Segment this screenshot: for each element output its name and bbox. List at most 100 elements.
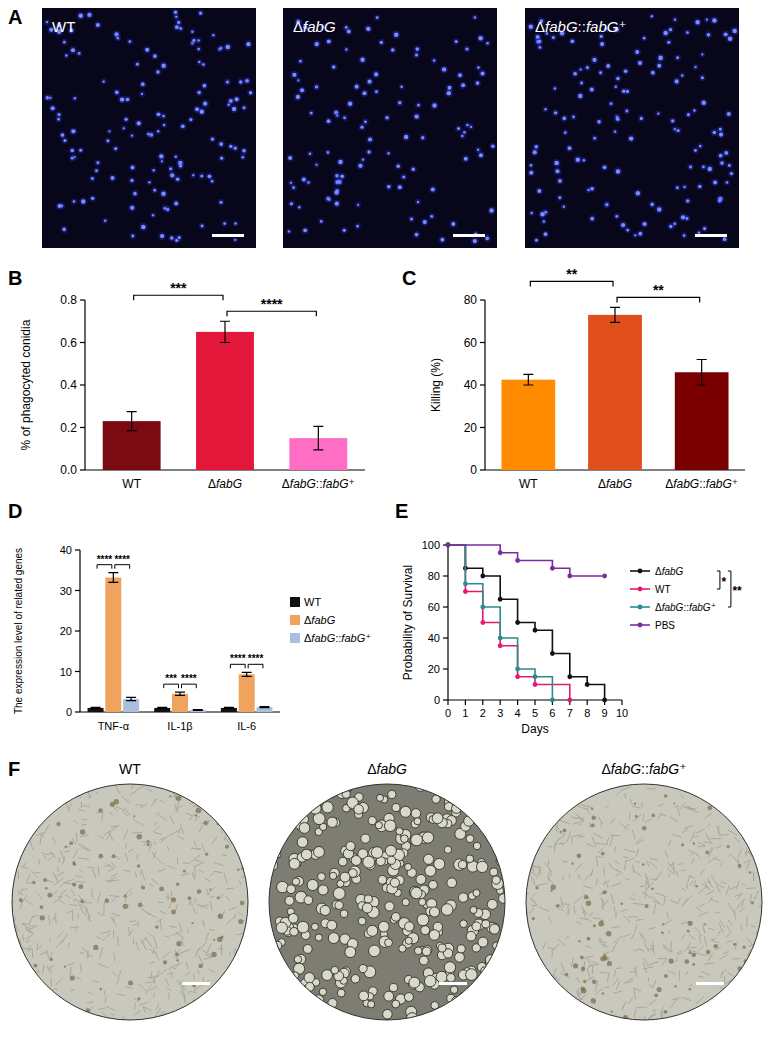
- conidium: [96, 161, 99, 164]
- conidium: [358, 164, 362, 168]
- cell-fiber: [106, 833, 110, 840]
- glow: [614, 167, 622, 175]
- cell: [371, 847, 383, 859]
- x-tick-label: ΔfabG::fabG⁺: [282, 477, 355, 491]
- glow: [334, 113, 340, 119]
- glow: [408, 216, 415, 223]
- cell-fiber: [247, 840, 252, 842]
- conidium: [698, 232, 700, 234]
- debris: [93, 945, 98, 950]
- conidium: [651, 71, 655, 75]
- conidium: [400, 85, 403, 88]
- y-axis-title: Killing (%): [429, 358, 443, 412]
- y-tick-label: 0.8: [60, 293, 77, 307]
- cell: [466, 835, 474, 843]
- glow: [541, 218, 547, 224]
- conidium: [335, 174, 339, 178]
- cell-fiber: [87, 1001, 94, 1003]
- cell: [457, 945, 465, 953]
- cell: [272, 827, 282, 837]
- glow: [679, 72, 685, 78]
- cell-fiber: [65, 883, 73, 885]
- x-tick: [482, 700, 483, 705]
- glow: [728, 170, 735, 177]
- cell-fiber: [124, 895, 126, 903]
- conidium: [49, 97, 51, 99]
- conidium: [683, 234, 686, 237]
- debris: [198, 964, 203, 969]
- conidium: [169, 167, 172, 170]
- panel-letter: D: [8, 500, 22, 522]
- glow: [684, 29, 690, 35]
- cell-fiber: [48, 803, 53, 811]
- glow: [603, 201, 610, 208]
- conidium: [410, 217, 413, 220]
- cell: [498, 789, 509, 800]
- point: [533, 628, 538, 633]
- cell-fiber: [46, 811, 48, 815]
- conidium: [583, 159, 586, 162]
- bar: [105, 578, 121, 712]
- x-tick-label: 2: [480, 707, 486, 719]
- legend-label: ΔfabG: [304, 614, 336, 626]
- glow: [459, 133, 465, 139]
- glow: [359, 124, 366, 131]
- cell: [265, 983, 276, 994]
- cell-fiber: [213, 871, 221, 872]
- conidium: [730, 172, 733, 175]
- glow: [542, 106, 548, 112]
- cell-fiber: [71, 1015, 81, 1017]
- conidium: [367, 150, 370, 153]
- conidium: [719, 128, 722, 131]
- cell-fiber: [70, 967, 71, 976]
- glow: [232, 237, 238, 243]
- conidium: [634, 234, 636, 236]
- conidium: [415, 53, 418, 56]
- conidium: [667, 41, 670, 44]
- cell-fiber: [226, 896, 230, 900]
- cell-fiber: [167, 988, 171, 990]
- glow: [139, 223, 147, 231]
- cell-fiber: [133, 924, 138, 925]
- x-tick-label: IL-1β: [167, 720, 192, 732]
- conidium: [643, 37, 646, 40]
- conidium: [676, 186, 679, 189]
- cell-fiber: [155, 1008, 160, 1016]
- cell-fiber: [239, 994, 244, 1000]
- glow: [143, 46, 151, 54]
- cell-fiber: [59, 884, 63, 887]
- conidium: [211, 138, 214, 141]
- cell: [314, 846, 325, 857]
- glow: [410, 166, 417, 173]
- conidium: [51, 106, 55, 110]
- glow: [247, 89, 254, 96]
- cell-fiber: [82, 806, 89, 807]
- cell-fiber: [235, 823, 237, 827]
- cell: [303, 944, 312, 953]
- conidium: [203, 102, 207, 106]
- glow: [459, 82, 467, 90]
- cell-fiber: [203, 920, 204, 926]
- cell-fiber: [205, 1005, 210, 1013]
- x-tick-label: ΔfabG: [598, 477, 632, 491]
- conidium: [726, 181, 729, 184]
- glow: [641, 220, 649, 228]
- conidium: [162, 115, 165, 118]
- cell-fiber: [22, 934, 24, 941]
- point: [446, 543, 451, 548]
- debris: [80, 899, 84, 903]
- cell-fiber: [199, 825, 203, 833]
- cell-fiber: [104, 991, 105, 996]
- glow: [655, 111, 661, 117]
- glow: [313, 83, 320, 90]
- cell: [316, 790, 327, 801]
- cell-fiber: [160, 800, 165, 802]
- conidium: [614, 130, 616, 132]
- x-tick: [447, 700, 448, 705]
- conidium: [145, 48, 149, 52]
- image-label: ΔfabG: [293, 18, 336, 35]
- conidium: [543, 220, 545, 222]
- cell-fiber: [109, 895, 119, 896]
- point: [446, 543, 451, 548]
- cell-fiber: [192, 872, 194, 880]
